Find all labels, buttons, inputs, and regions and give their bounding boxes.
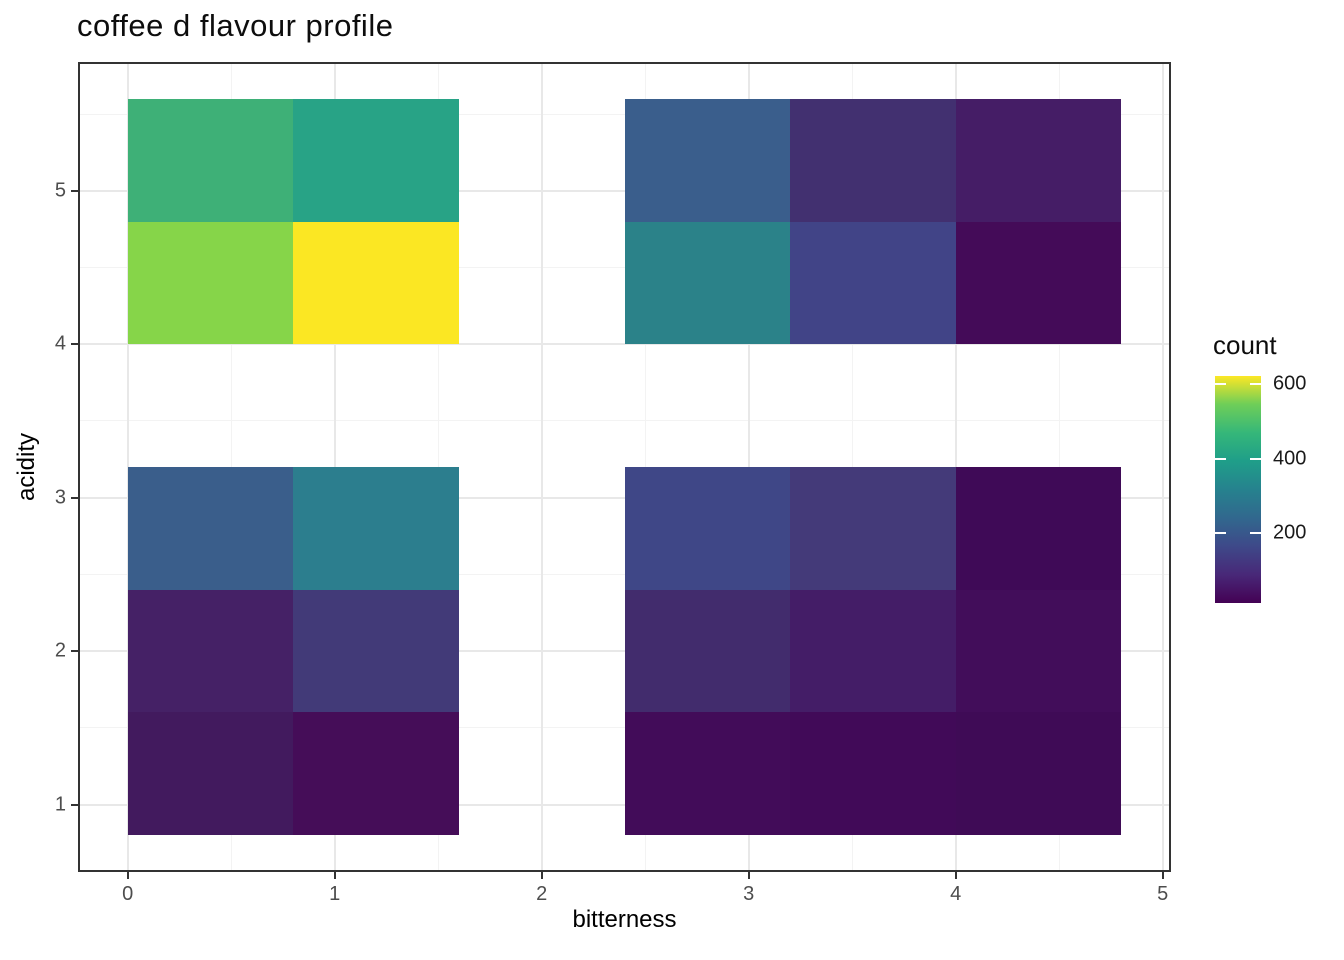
legend-gradient-bar xyxy=(1215,376,1261,603)
heatmap-tile xyxy=(624,712,791,836)
y-axis-title: acidity xyxy=(13,432,40,502)
legend-tick-mark-right xyxy=(1250,382,1261,385)
heatmap-tile xyxy=(790,98,956,222)
y-axis-tick xyxy=(71,496,78,499)
heatmap-tile xyxy=(293,589,459,713)
y-tick-label: 1 xyxy=(54,793,66,815)
heatmap-tile xyxy=(293,467,459,590)
heatmap-tile xyxy=(790,589,956,713)
gridline-major-x xyxy=(1161,62,1164,872)
x-tick-label: 5 xyxy=(1157,883,1169,905)
x-tick-label: 3 xyxy=(743,883,755,905)
gridline-minor-y xyxy=(78,420,1171,422)
y-axis-tick xyxy=(71,343,78,346)
x-tick-label: 1 xyxy=(329,883,341,905)
x-axis-tick xyxy=(126,872,129,879)
x-axis-tick xyxy=(333,872,336,879)
y-axis-tick xyxy=(71,650,78,653)
x-tick-label: 2 xyxy=(536,883,548,905)
y-tick-label: 5 xyxy=(54,179,66,202)
heatmap-tile xyxy=(127,712,294,836)
legend-tick-mark-right xyxy=(1250,532,1261,535)
legend-tick-label: 600 xyxy=(1273,372,1307,395)
legend-tick-mark-right xyxy=(1250,457,1261,460)
heatmap-tile xyxy=(624,589,791,713)
y-tick-label: 4 xyxy=(54,332,66,355)
heatmap-tile xyxy=(127,467,294,590)
plot-panel xyxy=(78,62,1171,872)
y-axis-tick xyxy=(71,189,78,192)
y-axis-tick xyxy=(71,803,78,806)
y-tick-label: 3 xyxy=(54,486,66,509)
heatmap-tile xyxy=(790,712,956,836)
legend-tick-label: 200 xyxy=(1273,521,1307,544)
heatmap-tile xyxy=(955,221,1122,345)
x-axis-tick xyxy=(747,872,750,879)
x-axis-tick xyxy=(954,872,957,879)
heatmap-tile xyxy=(293,712,459,836)
heatmap-tile xyxy=(127,589,294,713)
heatmap-tile xyxy=(624,221,791,345)
y-tick-label: 2 xyxy=(54,639,66,662)
plot-title: coffee d flavour profile xyxy=(77,8,394,43)
heatmap-tile xyxy=(127,98,294,222)
heatmap-tile xyxy=(790,467,956,590)
legend-tick-mark-left xyxy=(1215,532,1226,535)
heatmap-tile xyxy=(955,467,1122,590)
gridline-major-y xyxy=(78,343,1171,346)
x-tick-label: 4 xyxy=(950,883,962,905)
heatmap-tile xyxy=(293,221,459,345)
x-axis-title: bitterness xyxy=(572,906,677,933)
legend-title: count xyxy=(1213,330,1277,360)
heatmap-tile xyxy=(955,98,1122,222)
heatmap-tile xyxy=(790,221,956,345)
heatmap-tile xyxy=(624,467,791,590)
heatmap-tile xyxy=(127,221,294,345)
x-axis-tick xyxy=(1161,872,1164,879)
legend-tick-label: 400 xyxy=(1273,447,1307,470)
legend-tick-mark-left xyxy=(1215,382,1226,385)
heatmap-tile xyxy=(955,712,1122,836)
gridline-major-x xyxy=(540,62,543,872)
heatmap-tile xyxy=(624,98,791,222)
x-axis-tick xyxy=(540,872,543,879)
x-tick-label: 0 xyxy=(122,883,134,905)
legend-tick-mark-left xyxy=(1215,457,1226,460)
heatmap-tile xyxy=(293,98,459,222)
heatmap-tile xyxy=(955,589,1122,713)
